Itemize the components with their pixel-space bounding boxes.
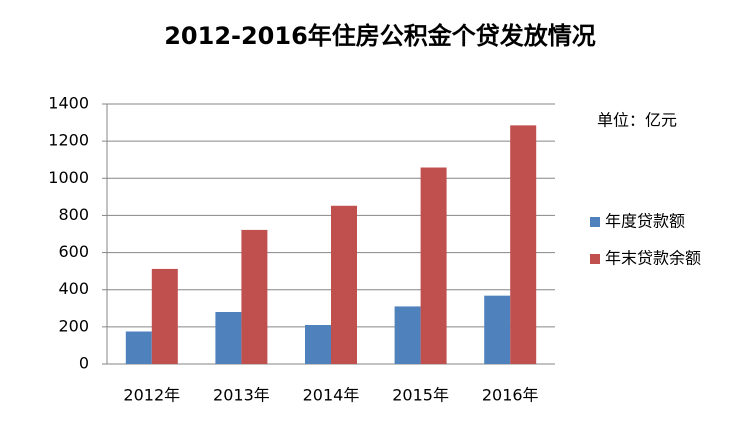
y-tick-label: 600 [58,242,89,261]
legend-label: 年度贷款额 [605,212,685,231]
y-tick-label: 1200 [48,131,89,150]
x-tick-label: 2012年 [123,386,180,405]
bar [125,331,152,364]
bar [510,125,537,364]
bar [305,325,331,364]
bar [151,268,178,364]
bar [241,229,268,364]
y-tick-label: 1000 [48,168,89,187]
x-tick-label: 2014年 [303,386,360,405]
bar [420,167,447,364]
y-tick-label: 200 [58,316,89,335]
x-tick-label: 2013年 [213,386,270,405]
chart-title: 2012-2016年住房公积金个贷发放情况 [164,22,596,50]
bar [484,295,511,364]
unit-annotation: 单位：亿元 [597,111,677,130]
bar [394,306,421,364]
y-tick-label: 0 [79,354,89,373]
legend-swatch [590,217,600,227]
y-tick-label: 1400 [48,94,89,113]
y-tick-label: 800 [58,205,89,224]
bar [215,312,242,364]
y-tick-label: 400 [58,279,89,298]
legend-swatch [590,254,600,264]
x-tick-label: 2015年 [392,386,449,405]
x-tick-label: 2016年 [482,386,539,405]
bar [331,205,357,364]
legend-label: 年末贷款余额 [605,249,701,268]
